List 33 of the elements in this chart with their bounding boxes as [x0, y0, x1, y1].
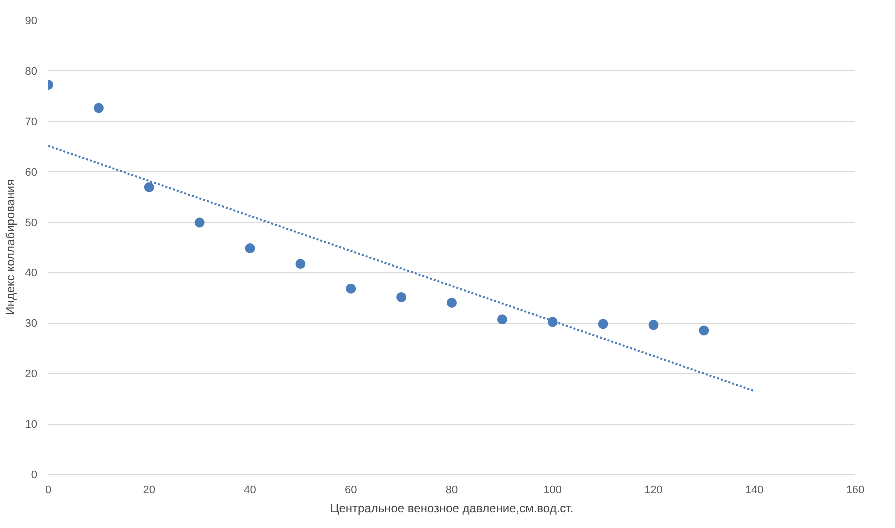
x-tick-label: 120	[644, 484, 663, 496]
y-tick-label: 40	[25, 268, 38, 280]
y-tick-label: 10	[25, 419, 38, 432]
y-tick-label: 60	[25, 166, 38, 179]
y-axis-title: Индекс коллабирования	[3, 180, 18, 316]
point	[447, 298, 457, 308]
point	[598, 319, 608, 330]
y-tick-label: 90	[25, 16, 38, 28]
x-tick-label: 160	[846, 484, 865, 496]
point	[194, 218, 205, 228]
y-tick-label: 0	[31, 470, 38, 482]
point	[346, 284, 356, 294]
point	[296, 259, 306, 270]
y-tick-label: 80	[25, 66, 38, 78]
y-tick-label: 20	[25, 368, 38, 381]
x-tick-label: 80	[446, 484, 458, 496]
x-tick-label: 0	[45, 484, 52, 496]
y-tick-label: 50	[25, 217, 38, 230]
x-axis-title: Центральное венозное давление,см.вод.ст.	[330, 502, 574, 516]
point	[144, 182, 154, 192]
point	[245, 244, 256, 254]
point	[699, 326, 710, 336]
x-tick-label: 40	[244, 484, 256, 496]
point	[648, 320, 659, 330]
x-tick-label: 60	[345, 484, 358, 496]
x-tick-label: 20	[143, 484, 156, 496]
y-tick-label: 70	[25, 116, 38, 128]
point	[396, 292, 407, 302]
x-tick-label: 140	[745, 484, 764, 496]
point	[497, 314, 508, 325]
x-tick-label: 100	[544, 484, 562, 496]
y-tick-label: 30	[25, 318, 38, 330]
point	[94, 103, 104, 114]
